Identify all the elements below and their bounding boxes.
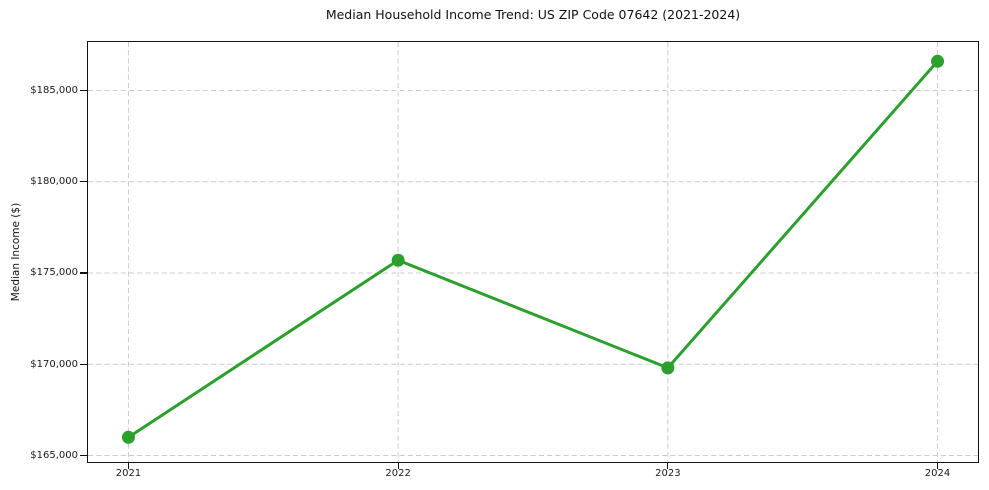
x-tick-mark: [936, 462, 939, 469]
x-tick-label: 2023: [655, 468, 681, 479]
y-tick-mark: [80, 454, 87, 457]
x-tick-label: 2021: [115, 468, 142, 479]
y-tick-label: $180,000: [30, 176, 78, 188]
x-tick-mark: [397, 462, 399, 469]
y-axis-label: Median Income ($): [10, 202, 22, 302]
data-point: [660, 360, 674, 374]
trend-line: [126, 59, 939, 439]
y-tick-mark: [80, 181, 87, 183]
y-tick-mark: [80, 272, 87, 274]
y-tick-mark: [80, 89, 87, 92]
data-point: [391, 253, 405, 267]
x-tick-mark: [127, 462, 130, 469]
chart-title: Median Household Income Trend: US ZIP Co…: [325, 7, 741, 22]
plot-area: [86, 40, 979, 463]
x-tick-label: 2022: [385, 468, 411, 479]
y-tick-label: $175,000: [30, 267, 78, 279]
y-tick-mark: [80, 363, 87, 365]
x-tick-mark: [667, 462, 669, 469]
data-point: [121, 430, 135, 444]
y-tick-label: $170,000: [30, 358, 78, 370]
line-plot-canvas: [87, 41, 978, 462]
data-point: [930, 54, 944, 68]
x-tick-label: 2024: [924, 468, 951, 479]
y-tick-label: $185,000: [30, 84, 78, 96]
y-tick-label: $165,000: [30, 450, 78, 461]
